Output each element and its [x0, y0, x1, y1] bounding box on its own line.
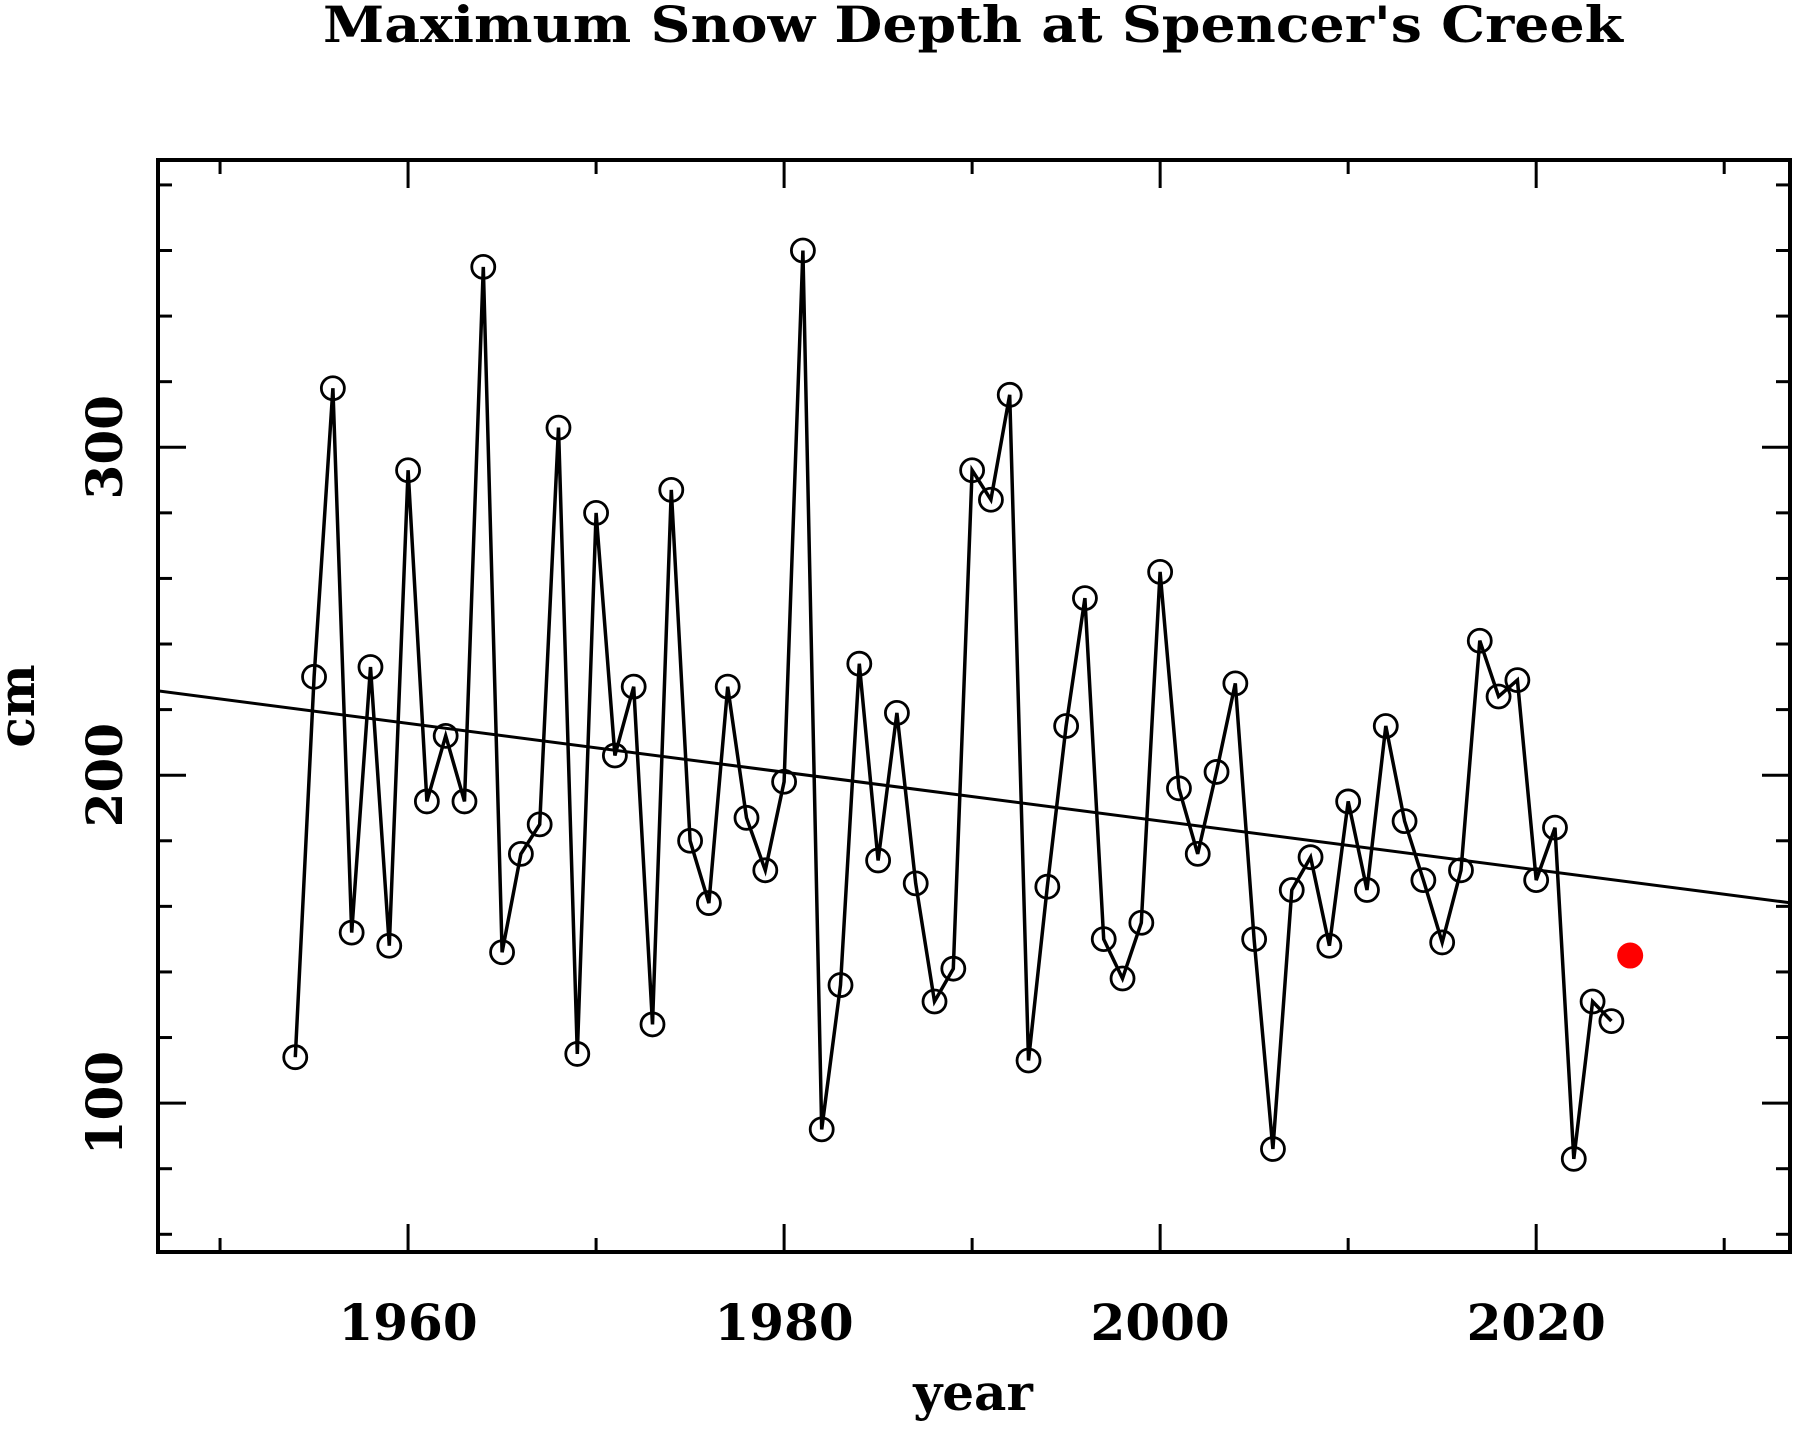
data-point — [978, 486, 1004, 513]
data-point — [658, 476, 685, 503]
data-point — [865, 847, 892, 874]
data-point — [583, 499, 609, 526]
data-point — [1015, 1047, 1042, 1074]
data-point — [1316, 932, 1343, 959]
data-point — [808, 1116, 835, 1143]
data-point — [376, 932, 403, 959]
data-point — [1147, 558, 1174, 585]
data-point — [1278, 877, 1305, 903]
data-point — [1184, 840, 1211, 867]
trend-line — [158, 689, 1790, 905]
y-axis-label: cm — [0, 664, 46, 747]
data-point — [526, 811, 553, 838]
data-point — [1260, 1136, 1286, 1162]
data-point — [470, 254, 497, 280]
data-point — [921, 988, 948, 1015]
data-point — [601, 742, 628, 769]
data-point — [790, 237, 816, 264]
data-point — [357, 654, 384, 680]
data-point — [1523, 867, 1550, 894]
x-tick-label: 2000 — [1091, 1293, 1230, 1352]
data-point — [301, 663, 327, 690]
x-tick-label: 1980 — [715, 1293, 854, 1352]
data-point — [451, 788, 478, 815]
data-point — [1410, 867, 1437, 894]
data-point — [319, 375, 346, 402]
data-point — [714, 673, 741, 700]
data-point — [1391, 808, 1418, 835]
data-point — [545, 414, 572, 441]
data-point — [1034, 873, 1061, 900]
x-tick-label: 2020 — [1467, 1293, 1606, 1352]
plot-area — [158, 237, 1790, 1172]
data-point — [564, 1041, 591, 1067]
data-point — [338, 919, 365, 946]
data-point — [395, 457, 421, 484]
data-point — [1053, 713, 1080, 739]
data-point — [996, 381, 1023, 408]
plot-frame — [156, 158, 1792, 1254]
data-point — [1372, 713, 1399, 739]
data-point — [1203, 759, 1230, 785]
data-point — [1485, 683, 1512, 710]
data-point — [1128, 909, 1155, 936]
data-point — [940, 955, 967, 982]
data-point — [752, 857, 779, 884]
data-point — [1542, 814, 1568, 841]
data-point — [432, 722, 459, 749]
data-point — [489, 939, 515, 966]
x-axis-label: year — [912, 1363, 1033, 1422]
x-tick-label: 1960 — [338, 1293, 477, 1352]
data-point — [282, 1044, 309, 1071]
data-point — [695, 890, 722, 916]
data-point — [1166, 775, 1192, 802]
data-point — [733, 804, 760, 831]
y-tick-label: 200 — [75, 723, 134, 827]
y-tick-label: 100 — [75, 1051, 134, 1155]
data-point — [620, 673, 647, 700]
data-point — [413, 788, 440, 815]
data-point — [1354, 877, 1380, 903]
data-point — [1222, 670, 1249, 697]
data-point — [827, 972, 854, 998]
data-point — [1448, 857, 1474, 884]
y-tick-label: 300 — [75, 395, 134, 499]
data-point — [1560, 1145, 1587, 1172]
data-point — [902, 870, 929, 897]
data-point — [1429, 929, 1456, 956]
x-axis: 1960 1980 2000 2020 — [218, 160, 1726, 1352]
current-year-point — [1617, 942, 1644, 969]
data-point — [846, 650, 873, 677]
data-point — [1598, 1008, 1625, 1035]
data-point — [1072, 585, 1098, 612]
data-point — [1335, 788, 1362, 815]
data-point — [1504, 667, 1531, 693]
data-point — [1109, 965, 1136, 992]
data-point — [771, 768, 798, 795]
data-point — [1297, 844, 1324, 871]
data-point — [1579, 988, 1606, 1015]
data-point — [1090, 926, 1117, 953]
data-point — [1466, 627, 1493, 654]
data-point — [959, 457, 986, 484]
data-point — [507, 840, 534, 867]
chart-title: Maximum Snow Depth at Spencer's Creek — [323, 0, 1624, 54]
data-point — [884, 699, 910, 726]
data-point — [639, 1011, 666, 1038]
y-axis: 100 200 300 — [75, 183, 1790, 1236]
series-line — [293, 250, 1613, 1160]
data-point — [1241, 926, 1268, 953]
data-point — [677, 827, 703, 854]
